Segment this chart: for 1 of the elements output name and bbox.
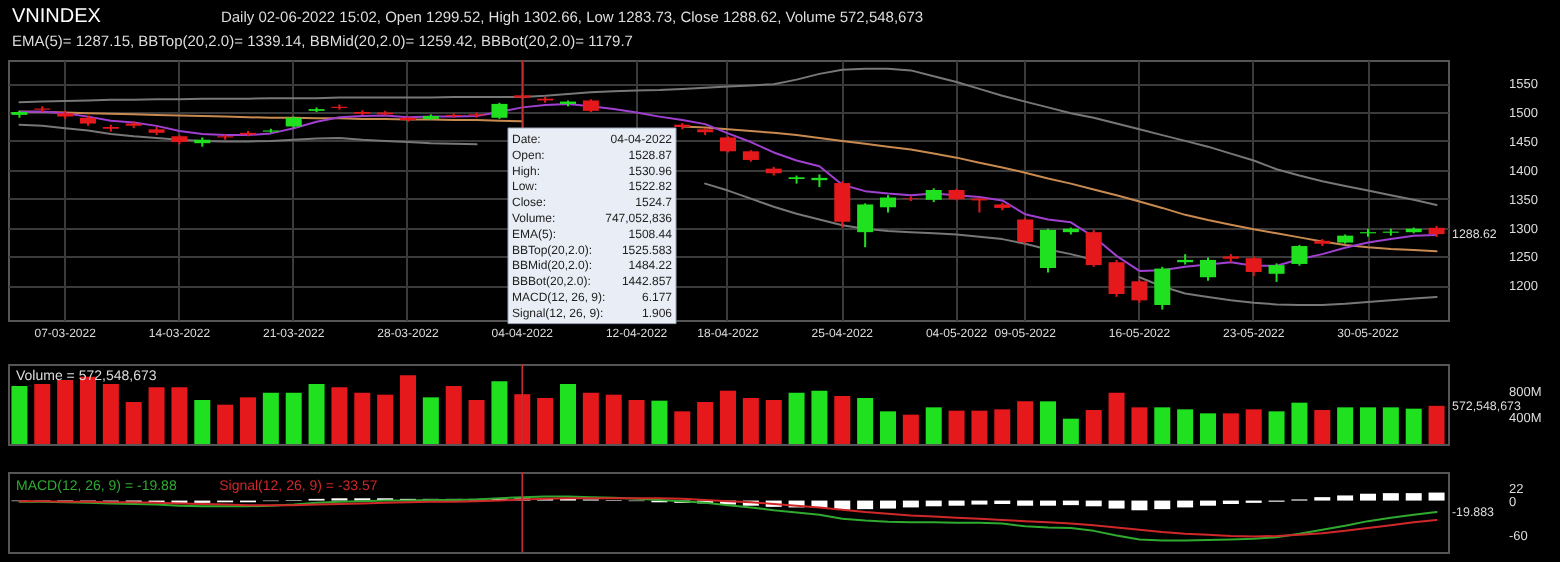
chart-title: VNINDEX — [12, 6, 101, 28]
